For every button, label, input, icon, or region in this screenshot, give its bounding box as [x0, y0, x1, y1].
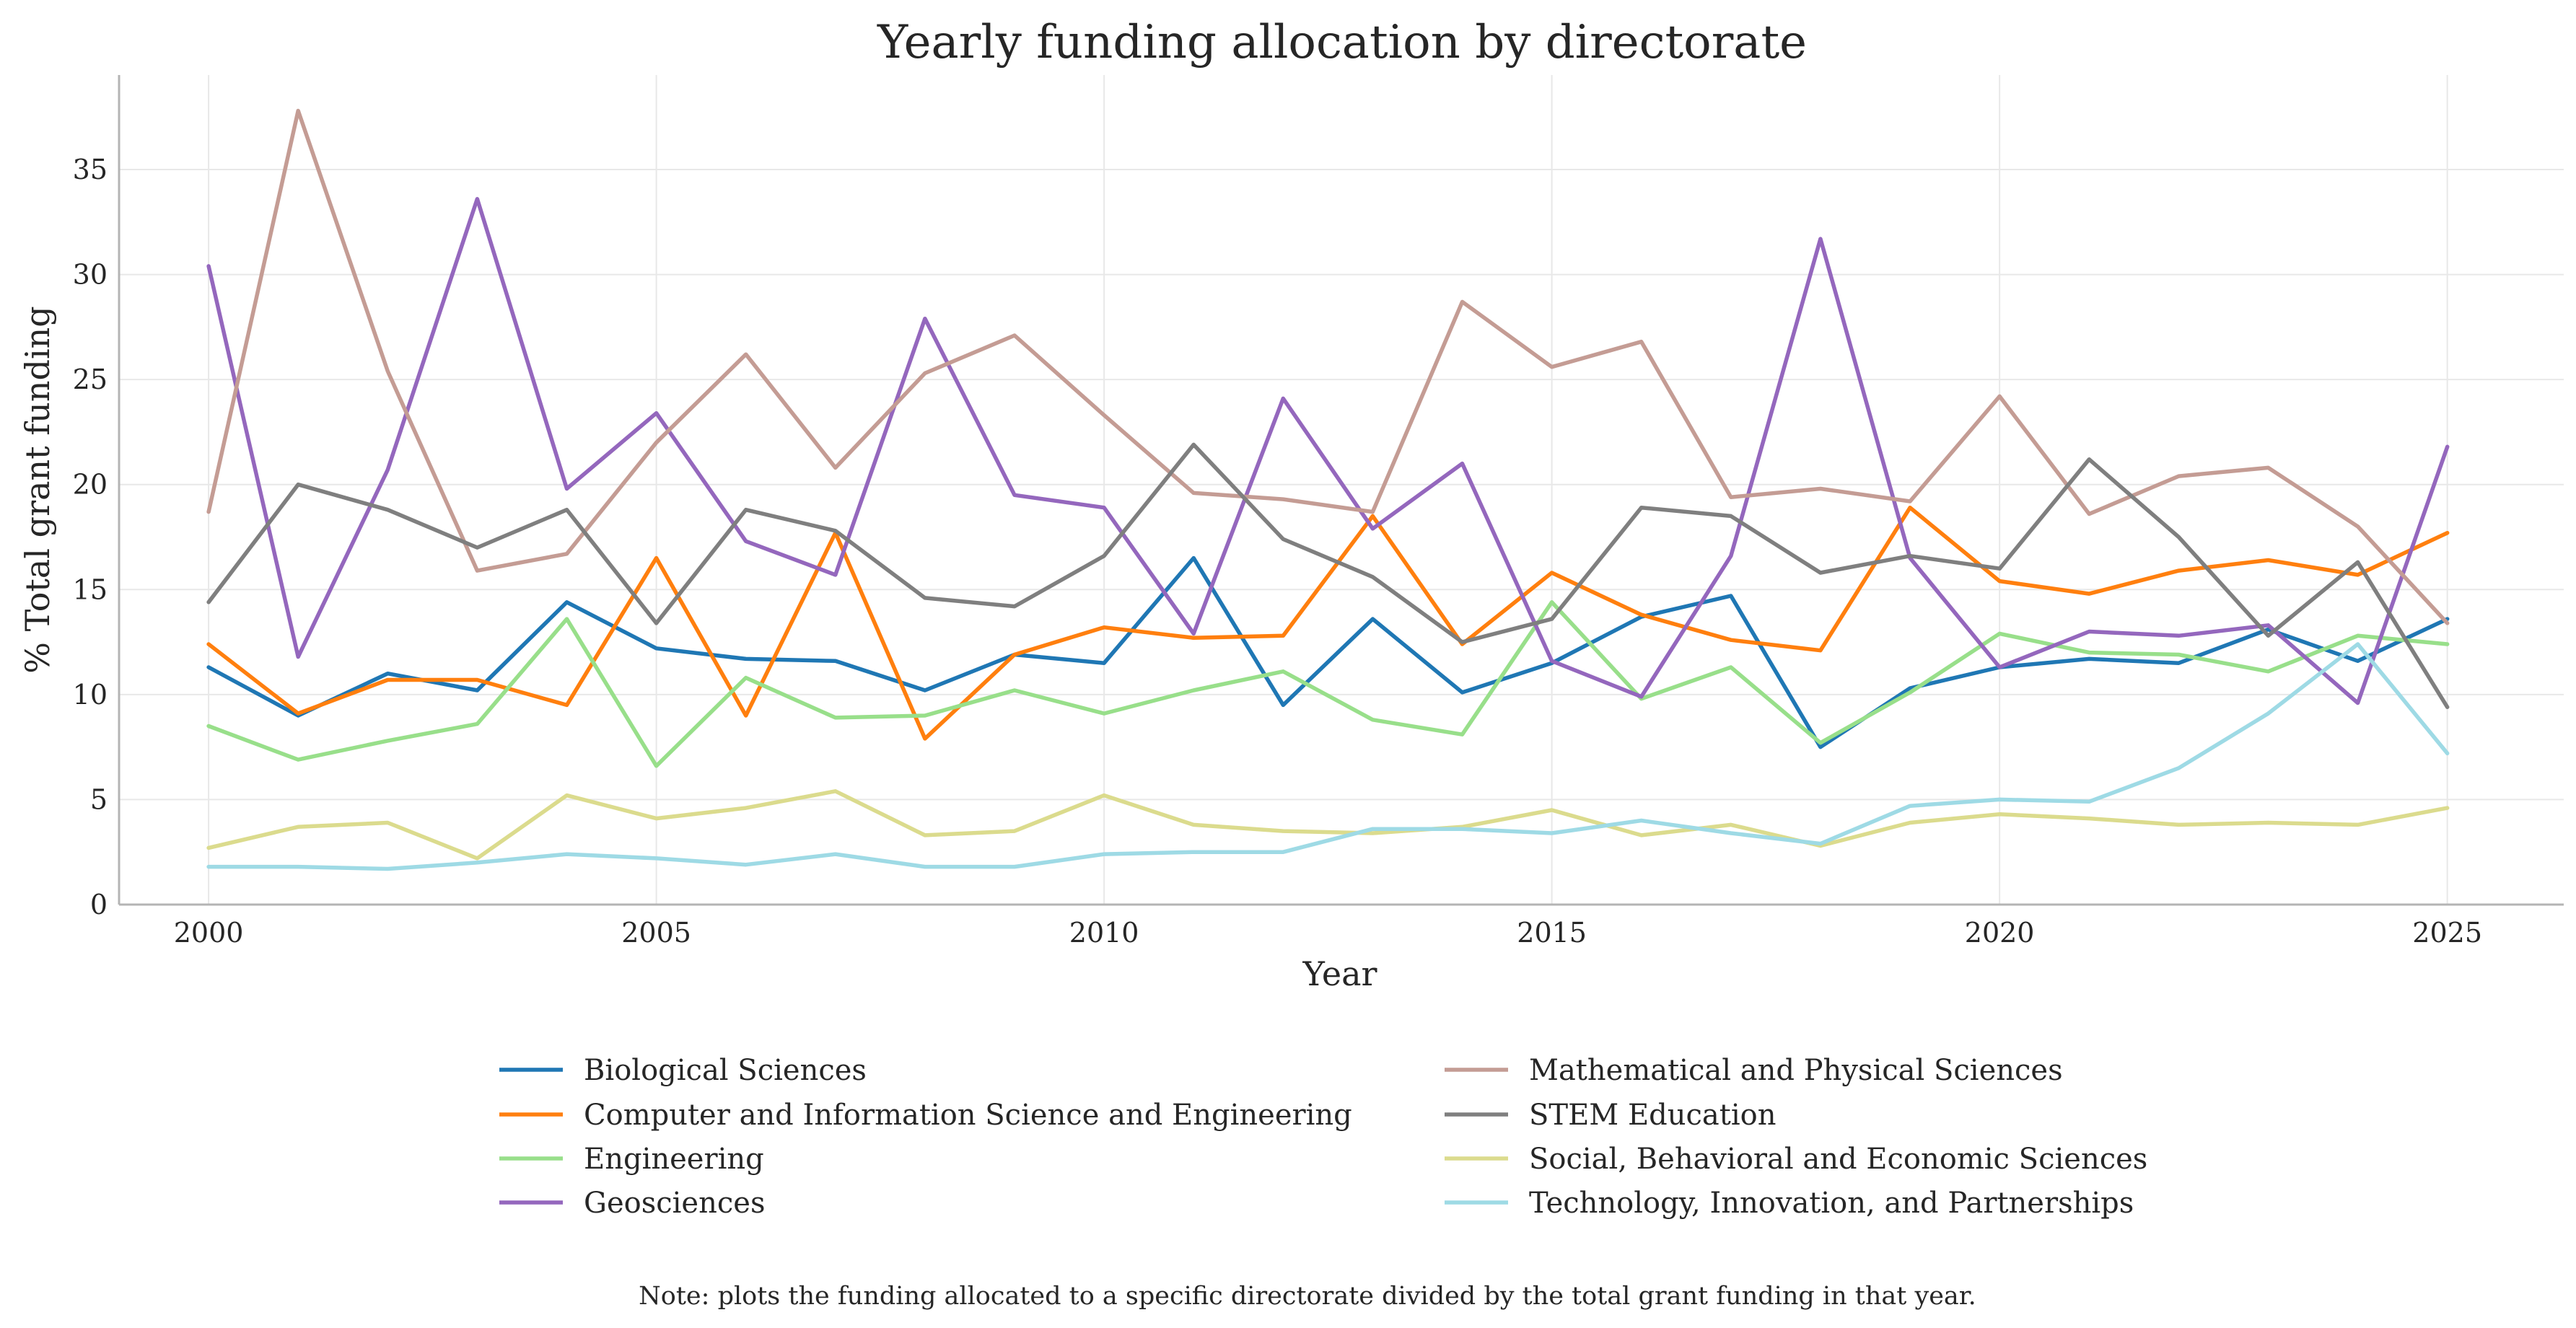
x-tick-label: 2025: [2412, 917, 2482, 949]
y-tick-label: 25: [73, 364, 108, 395]
legend-entry-label: Geosciences: [584, 1187, 765, 1220]
y-tick-labels: 0 5 10 15 20 25 30 35: [73, 154, 108, 920]
series-line-3: [206, 197, 2450, 705]
y-axis-label: % Total grant funding: [18, 306, 57, 673]
x-tick-label: 2005: [621, 917, 691, 949]
series-line-2: [206, 600, 2450, 768]
gridlines: [119, 75, 2564, 905]
y-tick-label: 10: [73, 679, 108, 711]
series-line-1: [206, 505, 2450, 741]
y-tick-label: 0: [90, 889, 108, 920]
chart-title: Yearly funding allocation by directorate: [877, 16, 1807, 69]
x-axis-label: Year: [1302, 954, 1377, 993]
legend-entry-label: Computer and Information Science and Eng…: [584, 1099, 1352, 1132]
y-tick-label: 15: [73, 573, 108, 605]
x-tick-labels: 2000 2005 2010 2015 2020 2025: [174, 917, 2482, 949]
x-tick-label: 2020: [1965, 917, 2035, 949]
y-tick-label: 30: [73, 259, 108, 291]
series-line-0: [206, 555, 2450, 749]
legend-entry-label: STEM Education: [1529, 1099, 1776, 1132]
series-line-6: [206, 789, 2450, 861]
x-tick-label: 2000: [174, 917, 244, 949]
legend-entry-label: Mathematical and Physical Sciences: [1529, 1054, 2063, 1087]
legend-entry-label: Social, Behavioral and Economic Sciences: [1529, 1143, 2147, 1176]
x-tick-label: 2015: [1517, 917, 1587, 949]
legend-entry-label: Biological Sciences: [584, 1054, 867, 1087]
series-line-4: [206, 108, 2450, 625]
legend-entry-label: Engineering: [584, 1143, 764, 1176]
chart-note: Note: plots the funding allocated to a s…: [639, 1282, 1976, 1311]
series-line-5: [206, 442, 2450, 710]
series-lines: [206, 108, 2450, 871]
y-tick-label: 35: [73, 154, 108, 185]
x-tick-label: 2010: [1069, 917, 1139, 949]
legend: Biological Sciences Computer and Informat…: [499, 1054, 2147, 1220]
y-tick-label: 5: [90, 783, 108, 815]
legend-entry-label: Technology, Innovation, and Partnerships: [1529, 1187, 2134, 1220]
series-line-7: [206, 642, 2450, 871]
y-tick-label: 20: [73, 469, 108, 501]
